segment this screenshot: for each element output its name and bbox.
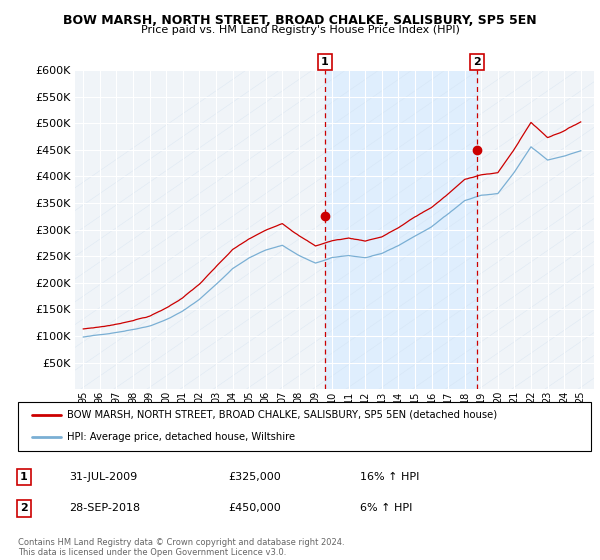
- Text: 6% ↑ HPI: 6% ↑ HPI: [360, 503, 412, 514]
- Text: 2: 2: [473, 57, 481, 67]
- Text: BOW MARSH, NORTH STREET, BROAD CHALKE, SALISBURY, SP5 5EN: BOW MARSH, NORTH STREET, BROAD CHALKE, S…: [63, 14, 537, 27]
- Text: 28-SEP-2018: 28-SEP-2018: [69, 503, 140, 514]
- Text: 31-JUL-2009: 31-JUL-2009: [69, 472, 137, 482]
- Text: 1: 1: [321, 57, 329, 67]
- Text: 1: 1: [20, 472, 28, 482]
- Text: 16% ↑ HPI: 16% ↑ HPI: [360, 472, 419, 482]
- Text: HPI: Average price, detached house, Wiltshire: HPI: Average price, detached house, Wilt…: [67, 432, 295, 442]
- Text: Price paid vs. HM Land Registry's House Price Index (HPI): Price paid vs. HM Land Registry's House …: [140, 25, 460, 35]
- Bar: [325, 70, 477, 389]
- Text: Contains HM Land Registry data © Crown copyright and database right 2024.
This d: Contains HM Land Registry data © Crown c…: [18, 538, 344, 557]
- Text: £325,000: £325,000: [228, 472, 281, 482]
- Text: £450,000: £450,000: [228, 503, 281, 514]
- Text: 2: 2: [20, 503, 28, 514]
- Text: BOW MARSH, NORTH STREET, BROAD CHALKE, SALISBURY, SP5 5EN (detached house): BOW MARSH, NORTH STREET, BROAD CHALKE, S…: [67, 410, 497, 420]
